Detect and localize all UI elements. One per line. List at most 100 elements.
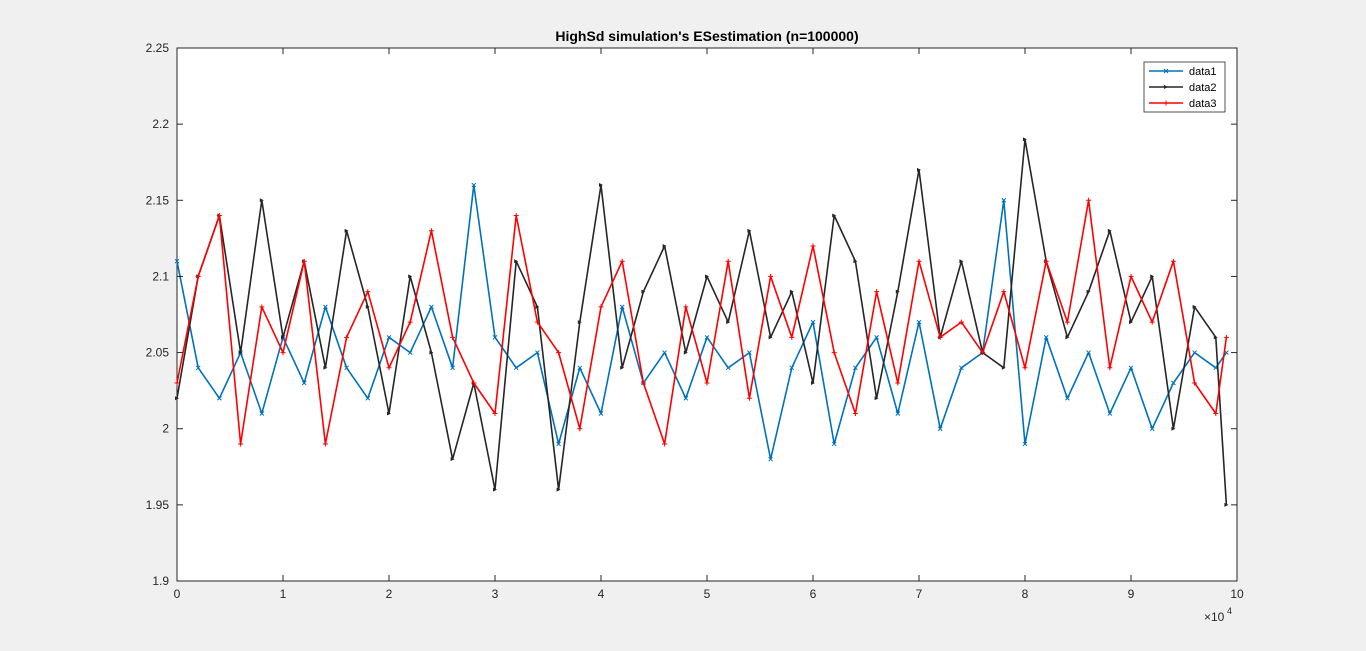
data-point: [1213, 410, 1219, 416]
data-point: [450, 334, 456, 340]
x-tick-label: 10: [1230, 587, 1244, 601]
data-point: [853, 259, 858, 264]
data-point: [450, 365, 455, 371]
data-point: [556, 350, 562, 356]
data-point: [789, 289, 794, 294]
data-point: [1065, 335, 1070, 340]
data-point: [916, 258, 922, 264]
data-point: [895, 411, 901, 416]
legend-marker: [1164, 85, 1168, 89]
data-point: [323, 365, 328, 370]
data-point: [1128, 365, 1134, 371]
y-tick-label: 2.25: [146, 41, 170, 55]
data-point: [1043, 334, 1049, 340]
data-point: [1170, 258, 1176, 264]
data-point: [1192, 304, 1197, 309]
data-point: [1064, 319, 1070, 325]
x-tick-label: 6: [810, 587, 817, 601]
data-point: [471, 182, 477, 188]
data-point: [1192, 380, 1198, 386]
x-tick-label: 5: [704, 587, 711, 601]
series-data2: [175, 137, 1229, 507]
data-point: [174, 380, 180, 386]
data-point: [705, 274, 709, 279]
data-point: [216, 213, 222, 219]
data-point: [853, 365, 858, 371]
data-point: [1223, 334, 1229, 340]
data-point: [1022, 441, 1028, 447]
data-point: [874, 334, 879, 340]
data-point: [895, 380, 901, 386]
legend-label: data1: [1189, 66, 1217, 78]
data-point: [238, 350, 243, 355]
data-point: [641, 289, 646, 294]
data-point: [344, 334, 350, 340]
data-point: [662, 441, 668, 447]
data-point: [386, 365, 392, 371]
chart-title: HighSd simulation's ESestimation (n=1000…: [555, 28, 858, 44]
data-point: [598, 304, 604, 310]
data-point: [301, 258, 307, 264]
data-point: [959, 259, 964, 264]
data-point: [386, 334, 392, 340]
data-point: [831, 350, 837, 356]
data-point: [683, 350, 688, 355]
data-point: [959, 365, 964, 371]
data-point: [514, 259, 519, 264]
data-point: [407, 350, 413, 355]
series-data1: [174, 182, 1229, 462]
data-point: [662, 350, 667, 355]
data-point: [365, 289, 371, 295]
data-point: [450, 457, 455, 462]
data-point: [429, 350, 434, 355]
x-tick-label: 1: [280, 587, 287, 601]
data-point: [1192, 350, 1197, 355]
x-exponent-label: ×10 4: [1204, 606, 1232, 624]
data-point: [937, 426, 943, 432]
x-tick-label: 9: [1128, 587, 1135, 601]
data-point: [534, 319, 540, 325]
data-point: [365, 304, 370, 309]
series-layer: [174, 137, 1229, 507]
y-tick-label: 2: [162, 422, 169, 436]
data-point: [726, 320, 731, 325]
data-point: [492, 410, 498, 416]
data-point: [429, 304, 434, 310]
data-point: [259, 198, 264, 203]
data-point: [280, 350, 286, 356]
data-point: [1107, 228, 1112, 233]
data-point: [1149, 319, 1155, 325]
y-tick-label: 2.05: [146, 346, 170, 360]
data-point: [1043, 258, 1049, 264]
legend-item: data1: [1149, 66, 1217, 78]
data-point: [1022, 365, 1028, 371]
data-point: [1150, 274, 1155, 279]
data-point: [1001, 289, 1007, 295]
data-point: [683, 304, 689, 310]
data-point: [1213, 335, 1218, 340]
data-point: [958, 319, 964, 325]
x-tick-label: 3: [492, 587, 499, 601]
data-point: [556, 441, 561, 447]
data-point: [831, 441, 837, 447]
data-point: [619, 304, 625, 310]
data-point: [789, 334, 795, 340]
series-data3: [174, 197, 1229, 447]
data-point: [407, 319, 413, 325]
data-point: [323, 304, 328, 310]
x-tick-label: 7: [916, 587, 923, 601]
data-point: [1086, 289, 1091, 294]
y-tick-label: 2.1: [152, 269, 169, 283]
data-point: [577, 320, 582, 325]
data-point: [535, 304, 540, 309]
data-point: [683, 395, 689, 401]
data-point: [259, 304, 265, 310]
data-point: [747, 350, 752, 355]
data-point: [1107, 365, 1113, 371]
data-point: [768, 456, 773, 462]
tick-layer: 0 1 2 3 4 5 6 7 8 9 10 1.9 1.95 2 2.05 2.1 2.15 2.2 2.25: [146, 41, 1244, 601]
legend-item: data3: [1149, 98, 1217, 110]
y-tick-label: 1.95: [146, 498, 170, 512]
data-point: [301, 380, 307, 386]
data-point: [217, 395, 222, 401]
